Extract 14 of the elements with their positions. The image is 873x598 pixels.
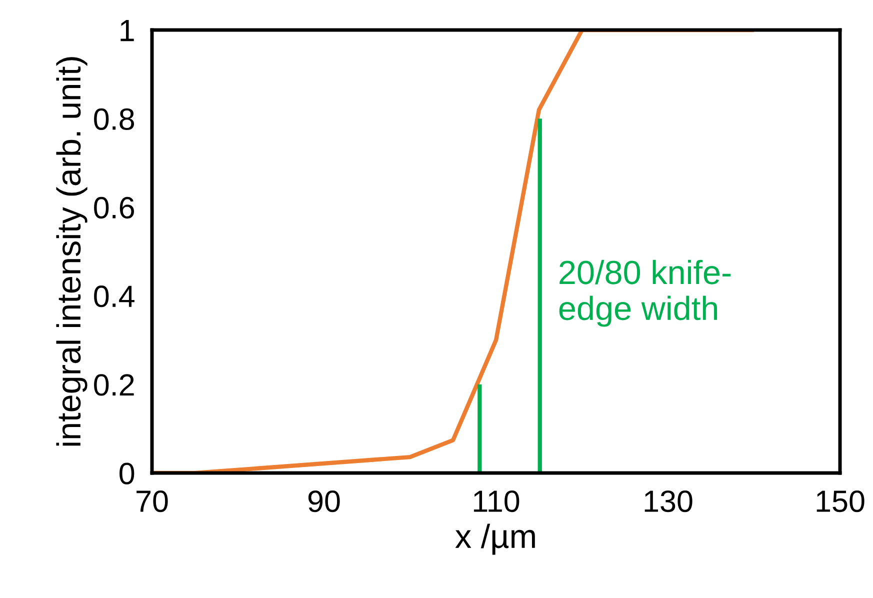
y-tick-label: 1 xyxy=(120,20,134,42)
x-axis-title: x /µm xyxy=(455,524,535,555)
y-tick-label: 0.4 xyxy=(94,286,134,308)
x-tick-label: 110 xyxy=(474,490,520,512)
x-tick-label: 130 xyxy=(644,490,692,512)
x-tick-label: 70 xyxy=(136,490,168,512)
y-tick-label: 0.6 xyxy=(94,196,134,219)
annotation: 20/80 knife- edge width xyxy=(559,260,731,327)
y-tick-label: 0.2 xyxy=(94,374,134,396)
y-axis-title: integral intensity (arb. unit) xyxy=(56,57,88,446)
y-tick-label: 0 xyxy=(120,462,134,484)
x-tick-label: 90 xyxy=(308,490,340,512)
y-tick-label: 0.8 xyxy=(94,108,134,130)
x-tick-label: 150 xyxy=(816,490,864,512)
